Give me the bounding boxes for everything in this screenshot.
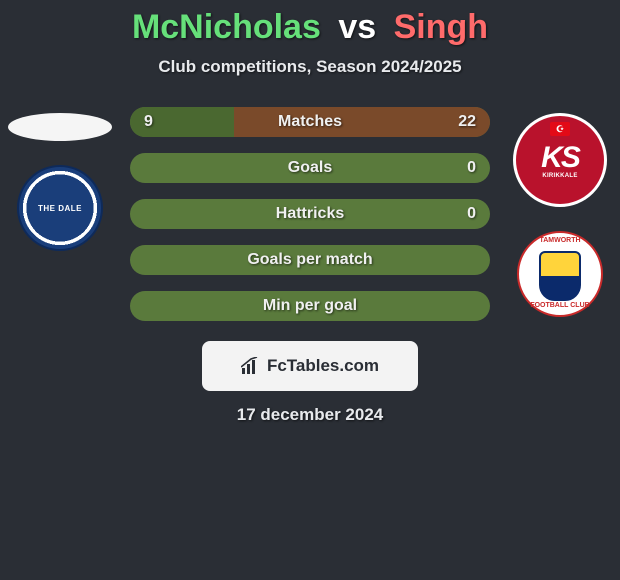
watermark-text: FcTables.com [267, 356, 379, 376]
chart-icon [241, 357, 261, 375]
shield-icon [539, 251, 581, 301]
stat-bar-matches: 9 Matches 22 [130, 107, 490, 137]
stat-label: Matches [278, 113, 342, 131]
badge-kirikkale: ☪ KS KIRIKKALE [513, 113, 607, 207]
player1-name: McNicholas [132, 8, 321, 46]
date-text: 17 december 2024 [0, 405, 620, 425]
stat-bar-min-per-goal: Min per goal [130, 291, 490, 321]
badge-rochdale-inner: THE DALE [38, 204, 82, 213]
left-badges-column: THE DALE [0, 107, 120, 251]
badge-tamworth-bottom: FOOTBALL CLUB [530, 302, 589, 309]
stat-right-fill [234, 107, 490, 137]
subtitle: Club competitions, Season 2024/2025 [0, 57, 620, 77]
stat-bar-goals: Goals 0 [130, 153, 490, 183]
main-row: THE DALE 9Matches22Goals0Hattricks0Goals… [0, 107, 620, 337]
stats-column: 9 Matches 22 Goals 0 Hattricks 0 Goals per matc… [120, 107, 500, 337]
turkey-flag-icon: ☪ [550, 122, 570, 136]
badge-rochdale: THE DALE [17, 165, 103, 251]
watermark-box: FcTables.com [202, 341, 418, 391]
stat-value-left: 9 [144, 113, 153, 131]
stat-label: Hattricks [276, 205, 344, 223]
stat-label: Min per goal [263, 297, 357, 315]
infographic-container: McNicholas vs Singh Club competitions, S… [0, 0, 620, 425]
badge-tamworth: TAMWORTH FOOTBALL CLUB [517, 231, 603, 317]
stat-label: Goals per match [247, 251, 372, 269]
badge-ellipse-placeholder [8, 113, 112, 141]
stat-label: Goals [288, 159, 332, 177]
player2-name: Singh [394, 8, 488, 46]
badge-tamworth-top: TAMWORTH [539, 237, 580, 244]
badge-ks-main: KS [541, 141, 579, 175]
stat-value-right: 0 [467, 159, 476, 177]
stat-value-right: 0 [467, 205, 476, 223]
stat-bar-goals-per-match: Goals per match [130, 245, 490, 275]
comparison-title: McNicholas vs Singh [0, 8, 620, 47]
stat-value-right: 22 [458, 113, 476, 131]
right-badges-column: ☪ KS KIRIKKALE TAMWORTH FOOTBALL CLUB [500, 107, 620, 317]
stat-bar-hattricks: Hattricks 0 [130, 199, 490, 229]
badge-ks-sub: KIRIKKALE [542, 173, 577, 179]
vs-text: vs [338, 8, 376, 46]
